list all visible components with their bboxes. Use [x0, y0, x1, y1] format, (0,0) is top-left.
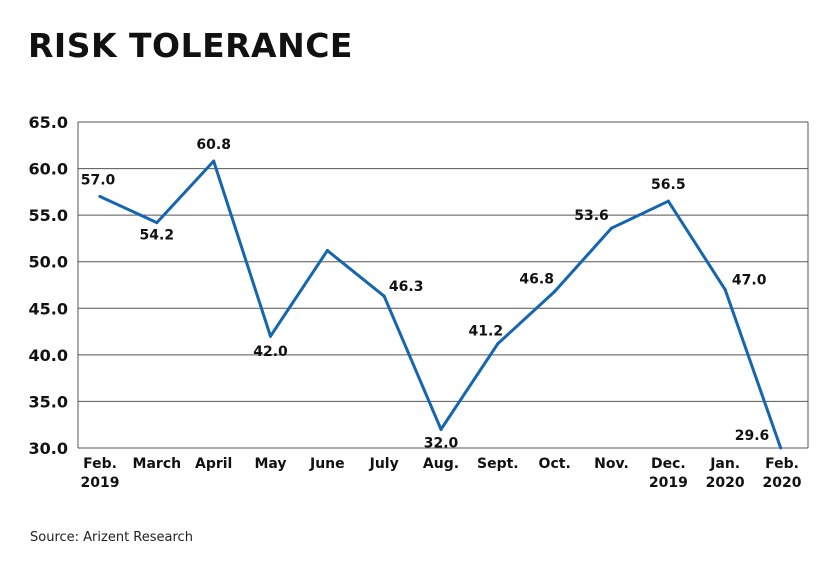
data-point — [382, 294, 386, 298]
data-point — [269, 334, 272, 338]
series-segment — [496, 290, 557, 346]
data-point — [98, 195, 102, 199]
x-tick-label: Jan. — [709, 456, 740, 472]
x-tick-label: Feb. — [83, 456, 117, 472]
y-tick-label: 45.0 — [29, 299, 68, 318]
y-tick-label: 35.0 — [29, 392, 68, 411]
x-tick-label: Aug. — [423, 456, 459, 472]
data-point — [212, 159, 216, 163]
series-segment — [382, 294, 443, 431]
data-labels: 57.0 54.2 60.8 42.0 46.3 32.0 41.2 46.8 53.6 56.5… — [81, 137, 770, 451]
line-chart: 30.0 35.0 40.0 45.0 50.0 55.0 60.0 65.0 Feb. 201… — [29, 113, 809, 491]
data-point — [325, 249, 329, 253]
data-label: 54.2 — [140, 228, 175, 244]
data-point — [553, 290, 557, 294]
x-tick-label: July — [369, 456, 399, 472]
y-tick-label: 40.0 — [29, 346, 68, 365]
x-tick-label: Dec. — [651, 456, 686, 472]
x-tick-label: Oct. — [539, 456, 571, 472]
data-label: 46.8 — [519, 272, 554, 288]
data-point — [610, 226, 613, 230]
data-label: 42.0 — [253, 344, 288, 360]
x-tick-label: Feb. — [765, 456, 799, 472]
data-label: 41.2 — [469, 324, 504, 340]
y-tick-label: 50.0 — [29, 253, 68, 272]
y-axis-ticks: 30.0 35.0 40.0 45.0 50.0 55.0 60.0 65.0 — [29, 113, 68, 458]
x-tick-label: 2020 — [706, 475, 745, 491]
x-tick-label: May — [254, 456, 286, 472]
x-axis-ticks: Feb. 2019 March April May June July Aug. Sept. Oc… — [81, 456, 802, 491]
x-tick-label: Sept. — [477, 456, 519, 472]
series-segment — [666, 199, 727, 292]
y-tick-label: 60.0 — [29, 160, 68, 179]
series-segment — [98, 195, 159, 225]
data-point — [723, 288, 727, 292]
source-note: Source: Arizent Research — [30, 530, 193, 545]
x-tick-label: March — [133, 456, 182, 472]
chart-title: RISK TOLERANCE — [28, 26, 353, 65]
y-tick-label: 30.0 — [29, 439, 68, 458]
series-segment — [553, 226, 613, 294]
series-segment — [723, 288, 783, 450]
data-label: 60.8 — [196, 137, 231, 153]
data-label: 56.5 — [651, 177, 686, 193]
data-label: 29.6 — [735, 428, 770, 444]
gridlines — [77, 121, 809, 449]
data-label: 32.0 — [424, 435, 459, 451]
data-label: 57.0 — [81, 173, 116, 189]
data-label: 47.0 — [732, 273, 767, 289]
data-point — [155, 221, 159, 225]
y-tick-label: 55.0 — [29, 206, 68, 225]
data-point — [496, 342, 500, 346]
series-segment — [610, 199, 670, 230]
data-point — [666, 199, 670, 203]
x-tick-label: June — [309, 456, 345, 472]
y-tick-label: 65.0 — [29, 113, 68, 132]
x-tick-label: 2019 — [649, 475, 688, 491]
series-lines — [98, 159, 783, 450]
x-tick-label: April — [195, 456, 232, 472]
series-segment — [269, 249, 329, 338]
x-tick-label: Nov. — [594, 456, 629, 472]
data-label: 53.6 — [574, 208, 609, 224]
series-segment — [439, 342, 500, 431]
data-label: 46.3 — [389, 279, 424, 295]
x-tick-label: 2020 — [763, 475, 802, 491]
x-tick-label: 2019 — [81, 475, 120, 491]
data-point — [439, 427, 443, 431]
series-segment — [325, 249, 386, 298]
series-segment — [155, 159, 216, 225]
series-segment — [212, 159, 272, 338]
